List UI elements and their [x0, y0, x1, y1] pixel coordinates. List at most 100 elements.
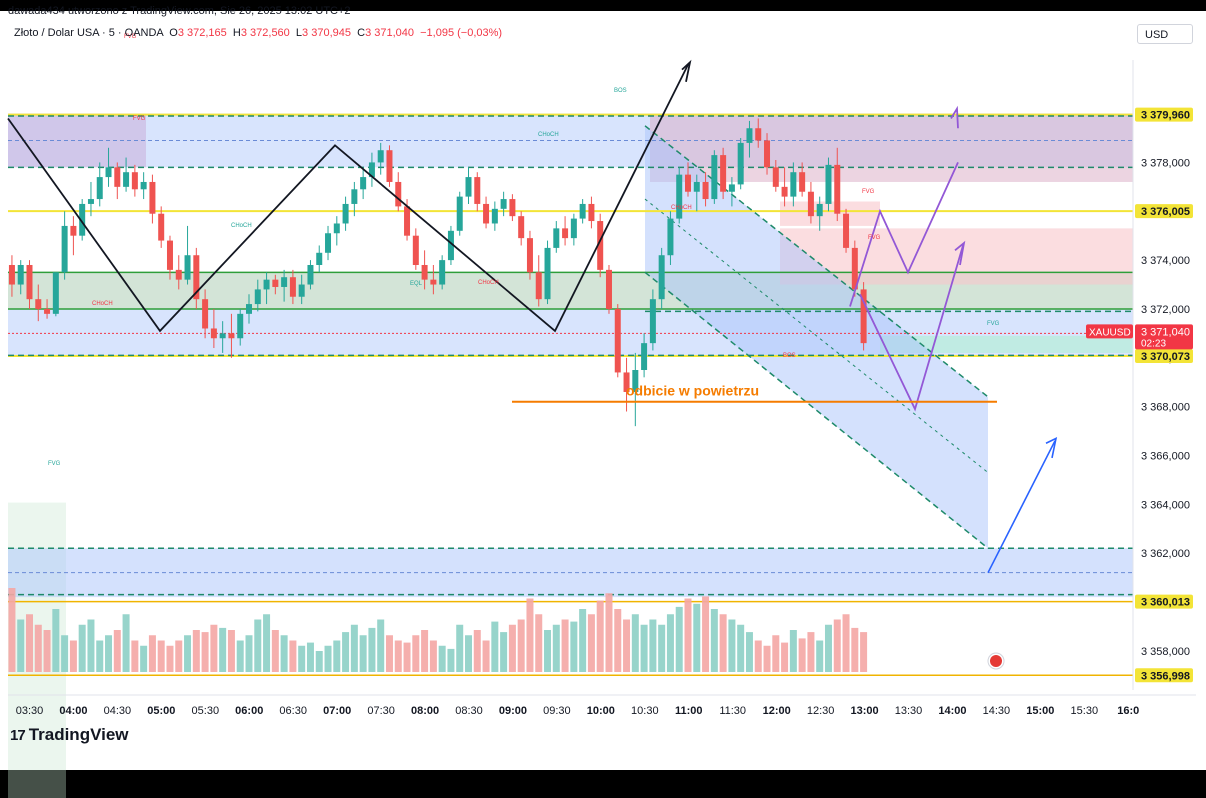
volume-bar [78, 624, 86, 672]
candle-body [570, 218, 577, 239]
blue-arrow-line [987, 440, 1056, 574]
time-tick-label: 14:30 [983, 705, 1011, 717]
candle-body [483, 203, 490, 224]
high-label: H [232, 27, 241, 39]
candle-body [325, 233, 332, 253]
volume-bar [8, 588, 16, 672]
candle-body [711, 155, 718, 200]
candle-body [421, 264, 428, 280]
volume-bar [122, 614, 130, 672]
volume-bar [517, 619, 525, 672]
time-tick-label: 11:00 [675, 705, 703, 717]
volume-bar [824, 624, 832, 672]
zone-label: CHoCH [538, 132, 559, 138]
candle-body [685, 174, 691, 192]
purple-path-lower [859, 245, 964, 412]
time-tick-label: 16:0 [1117, 705, 1139, 717]
volume-bar [17, 619, 25, 672]
candle-body [772, 167, 779, 187]
volume-bar [263, 614, 271, 672]
candle-body [764, 140, 771, 168]
volume-bar [236, 640, 244, 672]
candle-body [553, 228, 560, 248]
currency-selector[interactable]: USD [1137, 24, 1193, 44]
volume-bar [429, 640, 437, 672]
price-tag-label: 3 379,960 [1141, 110, 1190, 122]
volume-bar [693, 603, 701, 672]
volume-bar [184, 635, 192, 672]
candle-body [202, 299, 209, 329]
volume-bar [447, 648, 455, 672]
volume-bar [860, 632, 868, 672]
symbol-tag-box [1086, 324, 1133, 339]
candle-body [447, 230, 454, 261]
time-tick-label: 03:30 [16, 705, 44, 717]
zone-label: FVG [133, 116, 146, 122]
pink-fvg-zone [780, 228, 1133, 285]
zone-label: BOS [783, 353, 796, 359]
tradingview-brand[interactable]: 17 TradingView [10, 725, 129, 745]
candle-body [781, 186, 788, 197]
volume-bar [403, 642, 411, 672]
price-tag-label: 3 376,005 [1141, 206, 1190, 218]
volume-bar [702, 596, 710, 672]
time-tick-label: 10:30 [631, 705, 659, 717]
candle-body [720, 155, 727, 192]
candle-body [368, 162, 375, 178]
volume-bar [763, 645, 771, 672]
time-tick-label: 07:00 [323, 705, 351, 717]
volume-bar [649, 619, 657, 672]
channel-bottom [644, 271, 989, 549]
volume-bar [245, 635, 253, 672]
candle-body [333, 223, 340, 234]
candle-body [79, 203, 86, 236]
candle-body [26, 264, 33, 300]
candle-body [175, 269, 182, 280]
countdown-label: 02:23 [1141, 338, 1166, 349]
volume-bar [412, 635, 420, 672]
brand-name: TradingView [28, 725, 129, 744]
volume-bar [508, 624, 516, 672]
symbol-name[interactable]: Złoto / Dolar USA · 5 · OANDA [14, 27, 164, 39]
candle-body [193, 255, 200, 300]
price-tick-label: 3 366,000 [1141, 450, 1190, 462]
volume-bar [219, 627, 227, 672]
candle-body [544, 247, 551, 300]
low-value: 3 370,945 [302, 27, 351, 39]
price-tag-box [1135, 668, 1193, 683]
chart-zones [8, 113, 1133, 798]
candle-body [272, 279, 279, 287]
zone-label: FVG [48, 461, 61, 467]
volume-bar [377, 619, 385, 672]
candle-body [228, 333, 235, 339]
volume-bar [570, 621, 578, 672]
time-tick-label: 15:30 [1071, 705, 1099, 717]
volume-bar [851, 627, 859, 672]
candle-body [843, 213, 850, 248]
volume-bar [631, 614, 639, 672]
time-tick-label: 09:00 [499, 705, 527, 717]
candle-body [342, 203, 349, 224]
close-value: 3 371,040 [365, 27, 414, 39]
volume-bar [623, 619, 631, 672]
high-value: 3 372,560 [240, 27, 290, 39]
candle-body [149, 181, 156, 214]
volume-bar [271, 630, 279, 672]
candle-body [70, 225, 77, 236]
open-label: O [169, 27, 178, 39]
candle-body [210, 328, 217, 339]
time-tick-label: 11:30 [719, 705, 746, 717]
price-tick-label: 3 372,000 [1141, 304, 1190, 316]
candle-body [535, 272, 542, 300]
zone-label: CHoCH [231, 223, 252, 229]
volume-bar [491, 621, 499, 672]
volume-bar [544, 630, 552, 672]
volume-bar [807, 632, 815, 672]
volume-bar [289, 640, 297, 672]
volume-bar [710, 609, 718, 672]
candle-body [166, 240, 173, 270]
price-tag-box [1135, 204, 1193, 219]
candle-body [526, 238, 533, 273]
